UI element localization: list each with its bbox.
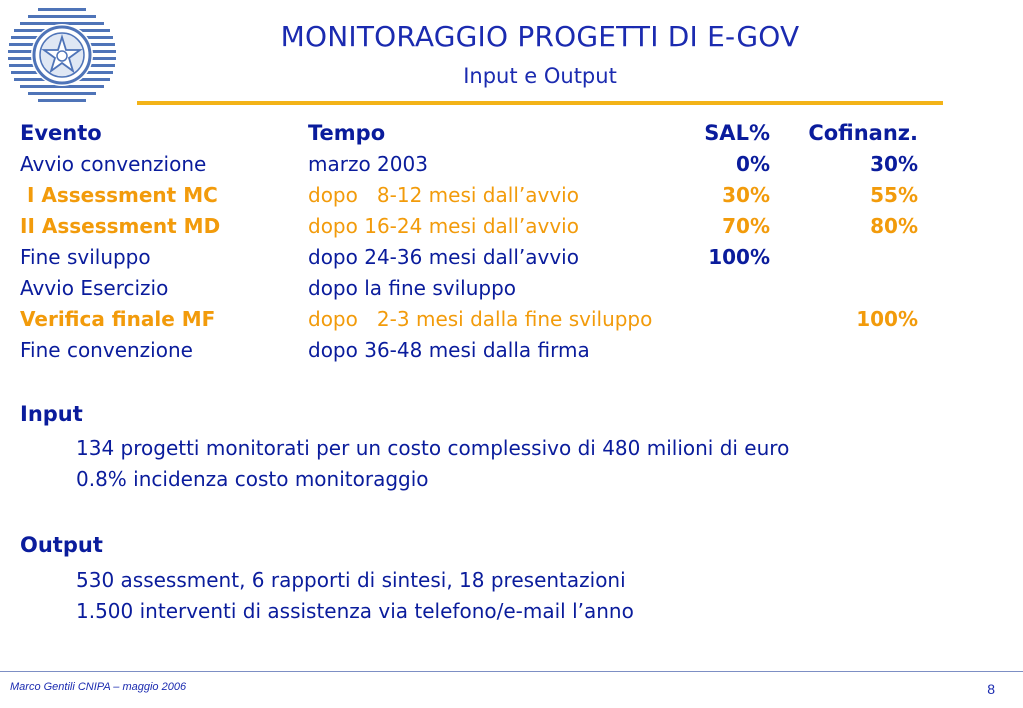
cell-tempo: dopo 16-24 mesi dall’avvio [308,214,579,238]
table-row: Fine sviluppo dopo 24-36 mesi dall’avvio… [20,245,930,276]
cell-evento: I Assessment MC [20,183,218,207]
cell-tempo: dopo 2-3 mesi dalla fine sviluppo [308,307,653,331]
header-cofinanz: Cofinanz. [808,121,918,145]
table-row: I Assessment MC dopo 8-12 mesi dall’avvi… [20,183,930,214]
cell-cofinanz: 30% [870,152,918,176]
cell-evento: Fine convenzione [20,338,193,362]
output-line: 530 assessment, 6 rapporti di sintesi, 1… [76,568,626,592]
cell-cofinanz: 55% [870,183,918,207]
cell-tempo: marzo 2003 [308,152,428,176]
cell-sal: 100% [708,245,770,269]
page-title: MONITORAGGIO PROGETTI DI E-GOV [280,20,800,53]
footer-author: Marco Gentili CNIPA – maggio 2006 [10,681,187,693]
table-row: Avvio convenzione marzo 2003 0% 30% [20,152,930,183]
cell-tempo: dopo 8-12 mesi dall’avvio [308,183,579,207]
header-evento: Evento [20,121,102,145]
input-line: 0.8% incidenza costo monitoraggio [76,467,429,491]
output-heading: Output [20,533,103,557]
italian-republic-emblem-icon [8,8,116,102]
output-line: 1.500 interventi di assistenza via telef… [76,599,634,623]
title-underline [137,101,943,105]
cell-evento: Avvio Esercizio [20,276,169,300]
table-row: Verifica finale MF dopo 2-3 mesi dalla f… [20,307,930,338]
header-tempo: Tempo [308,121,386,145]
milestones-table: Evento Tempo SAL% Cofinanz. Avvio conven… [20,121,930,369]
cell-sal: 70% [722,214,770,238]
table-row: Fine convenzione dopo 36-48 mesi dalla f… [20,338,930,369]
cell-cofinanz: 100% [856,307,918,331]
cell-evento: Fine sviluppo [20,245,151,269]
table-row: Avvio Esercizio dopo la fine sviluppo [20,276,930,307]
cell-sal: 0% [736,152,770,176]
page-subtitle: Input e Output [463,64,617,88]
cell-sal: 30% [722,183,770,207]
input-heading: Input [20,402,83,426]
page-number: 8 [987,681,995,697]
footer-divider [0,671,1023,672]
header-sal: SAL% [704,121,770,145]
cell-tempo: dopo 36-48 mesi dalla firma [308,338,590,362]
cell-evento: Verifica finale MF [20,307,216,331]
cell-tempo: dopo 24-36 mesi dall’avvio [308,245,579,269]
cell-evento: Avvio convenzione [20,152,207,176]
table-header-row: Evento Tempo SAL% Cofinanz. [20,121,930,152]
cell-tempo: dopo la fine sviluppo [308,276,516,300]
cell-evento: II Assessment MD [20,214,221,238]
input-line: 134 progetti monitorati per un costo com… [76,436,790,460]
cell-cofinanz: 80% [870,214,918,238]
table-row: II Assessment MD dopo 16-24 mesi dall’av… [20,214,930,245]
